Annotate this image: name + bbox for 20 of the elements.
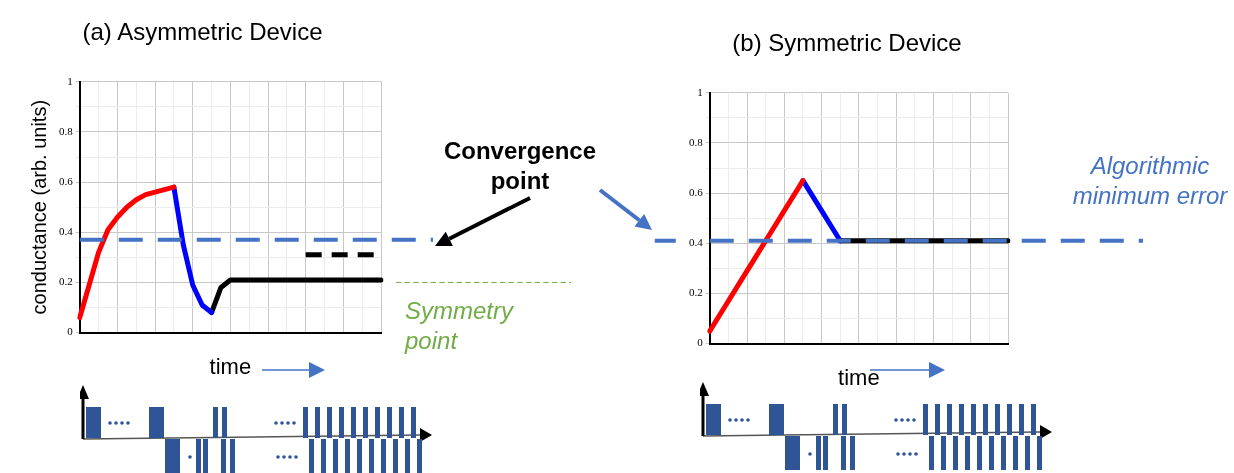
text: Convergence point xyxy=(443,136,597,194)
y-tick-label: 1 xyxy=(67,74,73,87)
y-tick-label: 0.2 xyxy=(59,275,73,288)
y-tick-label: 1 xyxy=(697,85,703,98)
y-tick-label: 0.6 xyxy=(689,186,704,199)
y-tick-label: 0.4 xyxy=(59,225,74,238)
y-axis-title: conductance (arb. units) xyxy=(27,99,50,315)
y-tick-label: 0.8 xyxy=(59,124,74,137)
y-tick-label: 0.6 xyxy=(59,175,74,188)
chart-title: (b) Symmetric Device xyxy=(732,29,962,57)
y-tick-label: 0 xyxy=(67,325,74,338)
y-tick-label: 0.4 xyxy=(689,236,704,249)
y-tick-label: 0.2 xyxy=(689,286,703,299)
ref-line-label: Algorithmic minimum error xyxy=(1072,151,1229,209)
x-axis-title: time xyxy=(838,364,880,390)
y-tick-label: 0.8 xyxy=(689,135,704,148)
x-axis-title: time xyxy=(209,353,252,379)
ref-line-label: Symmetry point xyxy=(404,296,515,354)
chart-title: (a) Asymmetric Device xyxy=(82,18,323,46)
y-tick-label: 0 xyxy=(697,336,704,349)
